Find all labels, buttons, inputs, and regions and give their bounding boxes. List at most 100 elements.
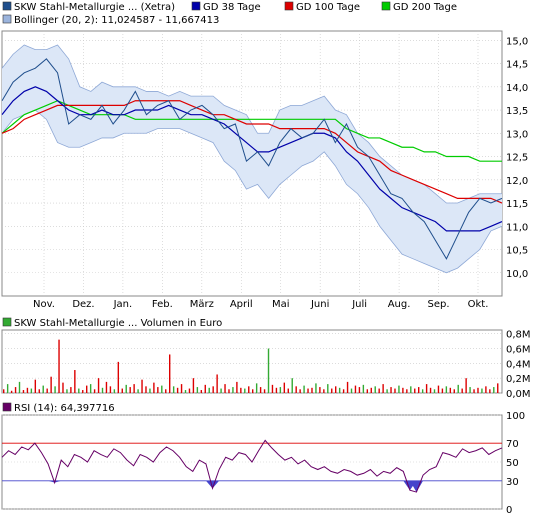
rsi-y-tick-label: 50 [506, 458, 519, 469]
price-y-tick-label: 12,5 [506, 153, 528, 164]
volume-bar [390, 387, 392, 393]
price-y-tick-label: 11,0 [506, 222, 528, 233]
rsi-lines [1, 439, 503, 493]
volume-bar [366, 389, 369, 393]
volume-bar [299, 389, 301, 393]
volume-bar [331, 388, 333, 393]
volume-bar [374, 386, 376, 393]
volume-bar [382, 384, 384, 393]
volume-y-tick-label: 0,0M [506, 389, 531, 400]
legend-swatch-gd200 [381, 1, 391, 11]
volume-bar [101, 387, 104, 393]
volume-bar [398, 385, 400, 393]
rsi-oversold-fill [205, 480, 220, 489]
volume-bar [350, 388, 353, 393]
rsi-y-tick-label: 70 [506, 439, 519, 450]
volume-bar [493, 387, 495, 393]
price-x-tick-label: Sep. [428, 299, 450, 310]
price-x-tick-label: Dez. [72, 299, 94, 310]
legend-label-gd100: GD 100 Tage [296, 2, 360, 13]
price-x-axis: Nov. Dez. Jan. Feb. März April Mai Juni Juli Aug.… [33, 299, 488, 310]
volume-bar [66, 389, 68, 393]
volume-bar [26, 387, 29, 393]
volume-bar [421, 389, 424, 393]
price-line [1, 58, 503, 260]
volume-bar [346, 381, 349, 393]
legend: SKW Stahl-Metallurgie ... (Xetra) GD 38 … [2, 1, 457, 26]
rsi-y-tick-label: 30 [506, 477, 519, 488]
volume-bar [319, 387, 321, 393]
volume-legend-swatch [2, 317, 12, 327]
volume-bar [465, 378, 467, 393]
rsi-y-tick-label: 100 [506, 411, 525, 422]
price-x-tick-label: Juni [310, 299, 329, 310]
volume-bar [46, 388, 48, 393]
price-x-tick-label: Nov. [33, 299, 55, 310]
price-y-tick-label: 13,0 [506, 129, 528, 140]
volume-bar [97, 378, 100, 393]
volume-bar [172, 386, 175, 393]
legend-swatch-gd38 [191, 1, 201, 11]
volume-bar [311, 387, 313, 393]
volume-label: SKW Stahl-Metallurgie ... Volumen in Eur… [14, 318, 222, 329]
price-x-tick-label: Jan. [113, 299, 133, 310]
volume-bar [279, 387, 282, 393]
volume-bar [62, 382, 64, 393]
volume-bar [10, 390, 13, 393]
volume-bar [481, 388, 483, 393]
rsi-legend-swatch [2, 402, 12, 412]
volume-bar [453, 389, 455, 393]
volume-bar [141, 379, 143, 393]
volume-bar [406, 389, 408, 393]
gd200-line [1, 100, 502, 162]
price-x-tick-label: Feb. [152, 299, 173, 310]
volume-bar [109, 386, 112, 393]
price-y-tick-label: 10,0 [506, 269, 528, 280]
volume-bar [30, 388, 33, 393]
volume-bar [418, 387, 420, 393]
volume-bar [89, 384, 92, 393]
volume-bar [18, 381, 21, 393]
volume-bar [489, 389, 491, 393]
volume-bar [259, 387, 262, 393]
volume-bar [358, 387, 361, 393]
volume-bar [117, 361, 120, 393]
legend-label-gd38: GD 38 Tage [203, 2, 261, 13]
volume-bar [335, 386, 337, 393]
bollinger-lower-line [1, 109, 503, 274]
volume-bar [429, 387, 432, 393]
volume-bar [497, 383, 499, 393]
volume-bar [255, 383, 258, 393]
volume-bar [461, 388, 463, 393]
legend-label-price: SKW Stahl-Metallurgie ... (Xetra) [14, 2, 175, 13]
volume-bar [78, 388, 80, 393]
volume-bar [129, 387, 131, 393]
legend-label-gd200: GD 200 Tage [393, 2, 457, 13]
bollinger-area [2, 44, 502, 273]
volume-bar [169, 354, 171, 393]
volume-bar [14, 387, 17, 393]
rsi-y-tick-label: 0 [506, 505, 512, 515]
volume-bar [323, 389, 325, 393]
price-x-tick-label: Juli [351, 299, 367, 310]
legend-swatch-price [2, 1, 12, 11]
volume-y-tick-label: 0,4M [506, 359, 531, 370]
volume-bar [216, 374, 218, 393]
volume-bar [58, 339, 60, 393]
volume-bar [386, 389, 388, 393]
volume-bar [113, 389, 116, 393]
volume-bar [82, 390, 84, 393]
volume-y-tick-label: 0,2M [506, 374, 531, 385]
volume-bar [176, 387, 179, 393]
volume-bar [240, 387, 242, 393]
volume-bar [433, 389, 436, 393]
volume-bar [196, 387, 199, 393]
volume-bar [287, 388, 289, 393]
volume-bar [394, 388, 396, 393]
price-y-tick-label: 14,5 [506, 60, 528, 71]
volume-bar [180, 384, 183, 393]
price-y-tick-label: 11,5 [506, 199, 528, 210]
volume-bar [121, 388, 123, 393]
volume-bar [161, 385, 163, 393]
volume-bar [362, 384, 365, 393]
